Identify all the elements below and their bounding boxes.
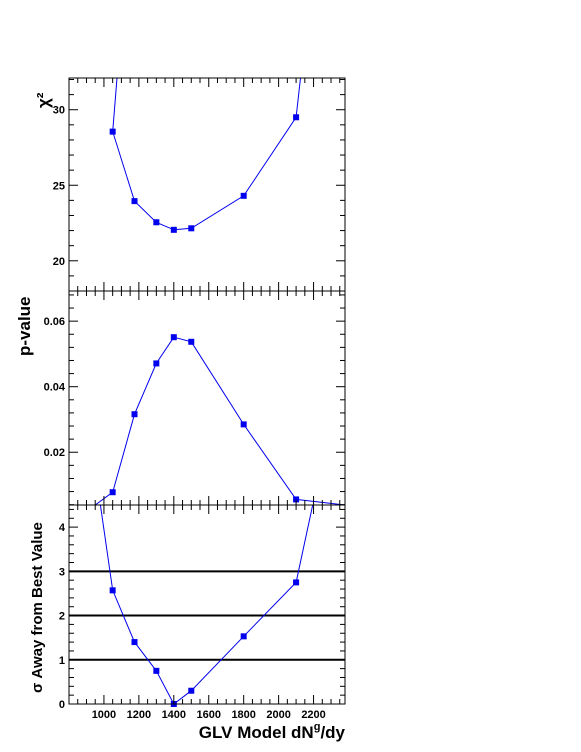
sigma-x-tick-label: 1600: [197, 709, 221, 721]
pvalue-data-point: [131, 411, 138, 418]
chi2-data-point: [131, 198, 138, 205]
sigma-y-tick-label: 2: [59, 611, 65, 623]
sigma-series-line: [99, 505, 314, 704]
sigma-x-tick-label: 2000: [266, 709, 290, 721]
sigma-y-tick-label: 4: [59, 522, 66, 534]
sigma-x-tick-label: 1000: [92, 709, 116, 721]
chart-panels: 20 25 30 0.02 0.04 0.06 0 1 2 3 4 1000 1200 1400 1600 1…: [44, 77, 346, 721]
pvalue-y-tick-label: 0.04: [44, 382, 66, 394]
pvalue-data-point: [170, 334, 177, 341]
pvalue-data-point: [188, 338, 195, 345]
pvalue-data-point: [240, 421, 247, 428]
chi2-y-tick-label: 20: [53, 256, 65, 268]
sigma-frame: [68, 504, 346, 705]
sigma-data-point: [131, 639, 138, 646]
chi2-data-point: [109, 128, 116, 135]
sigma-panel: 0 1 2 3 4 1000 1200 1400 1600 1800 2000 2200: [59, 504, 346, 721]
sigma-y-tick-label: 1: [59, 655, 65, 667]
x-axis-title-sup: g: [314, 721, 321, 733]
chi2-data-point: [170, 226, 177, 233]
chi2-y-tick-label: 30: [53, 105, 65, 117]
sigma-x-tick-label: 2200: [301, 709, 325, 721]
x-axis-title: GLV Model dNg/dy: [199, 721, 346, 742]
sigma-x-tick-label: 1200: [127, 709, 151, 721]
pvalue-data-point: [109, 489, 116, 496]
chi2-data-point: [153, 219, 160, 226]
sigma-data-point: [109, 587, 116, 594]
chi2-data-point: [293, 114, 300, 121]
pvalue-data-point: [153, 360, 160, 367]
sigma-x-tick-label: 1400: [162, 709, 186, 721]
chi2-axis-title: χ²: [34, 92, 53, 108]
pvalue-data-point: [293, 496, 300, 503]
x-axis-title-tail: /dy: [320, 723, 345, 742]
sigma-data-point: [188, 687, 195, 694]
sigma-y-tick-label: 3: [59, 566, 65, 578]
sigma-y-tick-label: 0: [59, 699, 65, 711]
sigma-data-point: [293, 579, 300, 586]
pvalue-axis-title: p-value: [15, 296, 34, 356]
sigma-axis-title: σ Away from Best Value: [29, 522, 46, 693]
chi2-data-point: [240, 192, 247, 199]
sigma-data-point: [240, 633, 247, 640]
x-axis-title-main: GLV Model dN: [199, 723, 314, 742]
pvalue-y-tick-label: 0.02: [44, 447, 65, 459]
sigma-data-point: [153, 667, 160, 674]
sigma-x-tick-label: 1800: [231, 709, 255, 721]
pvalue-panel: 0.02 0.04 0.06: [44, 290, 346, 506]
chi2-data-point: [188, 225, 195, 232]
pvalue-y-tick-label: 0.06: [44, 316, 65, 328]
chi2-y-tick-label: 25: [53, 180, 65, 192]
